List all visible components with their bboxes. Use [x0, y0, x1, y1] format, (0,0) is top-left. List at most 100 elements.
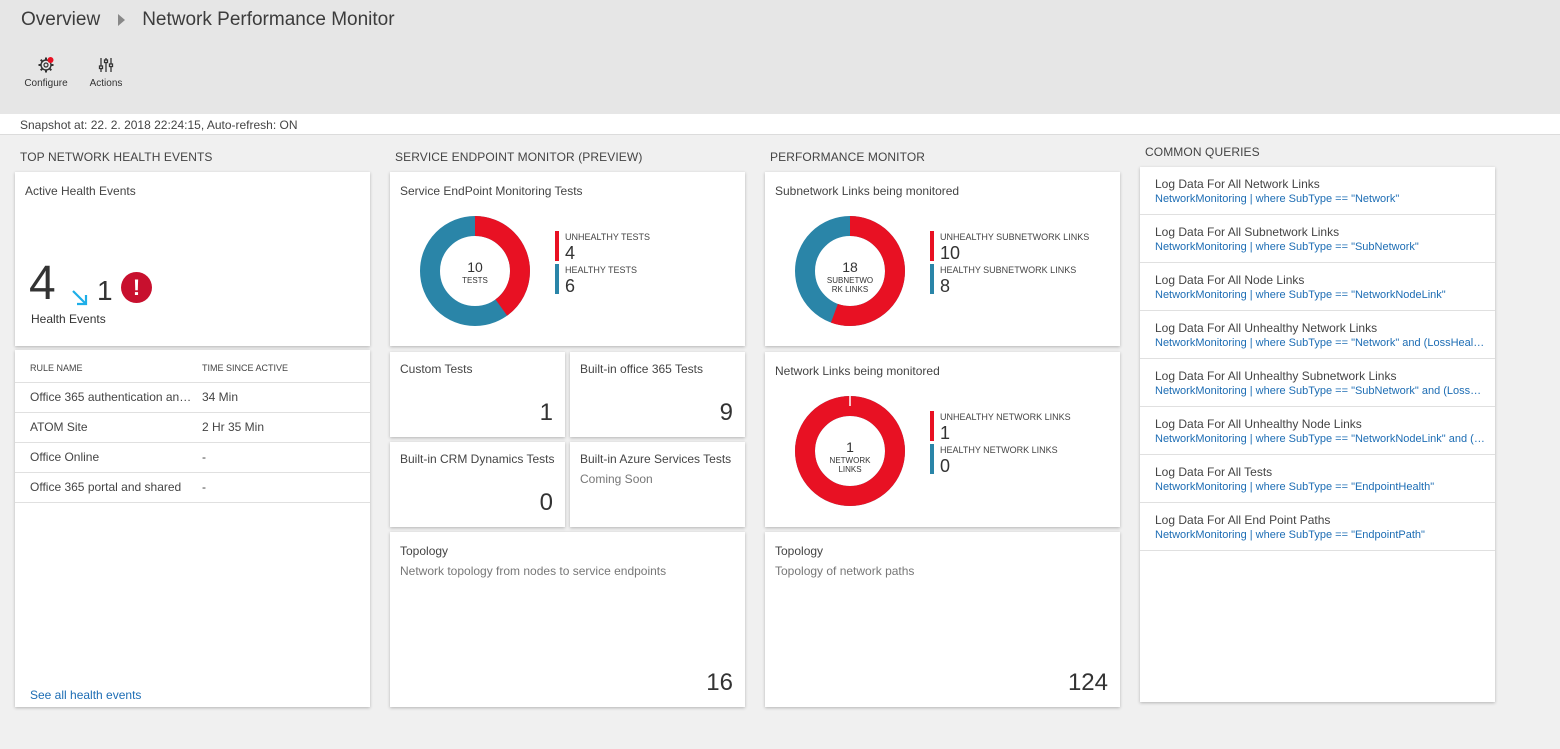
unhealthy-label: UNHEALTHY NETWORK LINKS	[940, 412, 1071, 422]
query-title: Log Data For All Node Links	[1155, 273, 1305, 287]
subnet-links-card[interactable]: Subnetwork Links being monitored 18 SUBN…	[765, 172, 1120, 346]
perf-section-title: PERFORMANCE MONITOR	[770, 150, 926, 164]
donut-label: NETWORK	[830, 456, 872, 465]
azure-tests-status: Coming Soon	[580, 472, 653, 486]
healthy-value: 8	[940, 276, 951, 296]
sem-section-title: SERVICE ENDPOINT MONITOR (PREVIEW)	[395, 150, 643, 164]
donut-label: RK LINKS	[832, 285, 868, 294]
healthy-value: 0	[940, 456, 951, 476]
network-links-donut: 1 NETWORK LINKS	[795, 396, 905, 506]
sem-tests-title: Service EndPoint Monitoring Tests	[400, 184, 583, 198]
health-events-count: 4	[29, 257, 56, 310]
query-text: NetworkMonitoring | where SubType == "En…	[1155, 481, 1435, 493]
sem-tests-donut: 10 TESTS	[420, 216, 530, 326]
query-title: Log Data For All Tests	[1155, 465, 1273, 479]
healthy-swatch	[930, 264, 934, 294]
actions-button[interactable]: Actions	[76, 56, 136, 89]
new-health-events-count: 1	[97, 275, 113, 306]
unhealthy-label: UNHEALTHY TESTS	[565, 232, 651, 242]
rule-name: Office 365 authentication and identity	[30, 390, 195, 405]
time-since-active: -	[202, 442, 370, 473]
arrow-down-right-icon	[72, 290, 88, 306]
donut-total: 10	[467, 259, 483, 275]
active-health-events-title: Active Health Events	[25, 184, 136, 198]
donut-unhealthy-segment	[420, 216, 530, 326]
query-item[interactable]: Log Data For All End Point Paths NetworkM…	[1140, 503, 1495, 551]
col-rule-name: RULE NAME	[15, 350, 202, 383]
healthy-label: HEALTHY TESTS	[565, 265, 638, 275]
unhealthy-swatch	[930, 411, 934, 441]
query-title: Log Data For All Unhealthy Node Links	[1155, 417, 1362, 431]
query-item[interactable]: Log Data For All Subnetwork Links Network…	[1140, 215, 1495, 263]
snapshot-status: Snapshot at: 22. 2. 2018 22:24:15, Auto-…	[0, 114, 1560, 135]
healthy-label: HEALTHY SUBNETWORK LINKS	[940, 265, 1077, 275]
rule-name: ATOM Site	[30, 420, 88, 435]
query-text: NetworkMonitoring | where SubType == "En…	[1155, 529, 1425, 541]
query-item[interactable]: Log Data For All Tests NetworkMonitoring …	[1140, 455, 1495, 503]
healthy-swatch	[930, 444, 934, 474]
unhealthy-value: 4	[565, 243, 576, 263]
see-all-health-events-link[interactable]: See all health events	[30, 688, 142, 702]
page-title: Network Performance Monitor	[142, 9, 395, 30]
configure-label: Configure	[24, 78, 68, 89]
sem-topology-value: 16	[706, 669, 733, 696]
breadcrumb-overview[interactable]: Overview	[21, 9, 101, 30]
donut-label: TESTS	[462, 276, 488, 285]
query-item[interactable]: Log Data For All Network Links NetworkMon…	[1140, 167, 1495, 215]
unhealthy-swatch	[555, 231, 559, 261]
query-text: NetworkMonitoring | where SubType == "Su…	[1155, 385, 1485, 397]
query-item[interactable]: Log Data For All Unhealthy Subnetwork Li…	[1140, 359, 1495, 407]
time-since-active: 34 Min	[202, 382, 370, 413]
table-row[interactable]: ATOM Site 2 Hr 35 Min	[15, 412, 370, 443]
o365-tests-title: Built-in office 365 Tests	[580, 362, 703, 376]
healthy-value: 6	[565, 276, 576, 296]
unhealthy-label: UNHEALTHY SUBNETWORK LINKS	[940, 232, 1090, 242]
health-events-table: RULE NAME TIME SINCE ACTIVE Office 365 a…	[15, 350, 370, 503]
alert-icon: !	[121, 272, 152, 303]
health-section-title: TOP NETWORK HEALTH EVENTS	[20, 150, 213, 164]
time-since-active: 2 Hr 35 Min	[202, 412, 370, 443]
sem-tests-card[interactable]: Service EndPoint Monitoring Tests 10 TES…	[390, 172, 745, 346]
donut-total: 18	[842, 259, 858, 275]
active-health-events-card[interactable]: Active Health Events 4 1 ! Health Events	[15, 172, 370, 346]
crm-tests-tile[interactable]: Built-in CRM Dynamics Tests 0	[390, 442, 565, 527]
azure-tests-title: Built-in Azure Services Tests	[580, 452, 732, 466]
table-row[interactable]: Office Online -	[15, 442, 370, 473]
gear-icon	[38, 57, 54, 73]
perf-topology-card[interactable]: Topology Topology of network paths 124	[765, 532, 1120, 707]
page-header: Overview Network Performance Monitor Con…	[0, 0, 1560, 114]
unhealthy-value: 1	[940, 423, 951, 443]
healthy-swatch	[555, 264, 559, 294]
queries-section-title: COMMON QUERIES	[1145, 145, 1260, 159]
configure-button[interactable]: Configure	[16, 56, 76, 89]
health-events-table-card: RULE NAME TIME SINCE ACTIVE Office 365 a…	[15, 350, 370, 707]
time-since-active: -	[202, 472, 370, 503]
query-title: Log Data For All End Point Paths	[1155, 513, 1331, 527]
network-links-card[interactable]: Network Links being monitored 1 NETWORK …	[765, 352, 1120, 527]
query-item[interactable]: Log Data For All Unhealthy Node Links Net…	[1140, 407, 1495, 455]
table-row[interactable]: Office 365 authentication and identity 34…	[15, 382, 370, 413]
sem-topology-card[interactable]: Topology Network topology from nodes to …	[390, 532, 745, 707]
query-item[interactable]: Log Data For All Node Links NetworkMonito…	[1140, 263, 1495, 311]
rule-name: Office 365 portal and shared	[30, 480, 182, 495]
azure-tests-tile[interactable]: Built-in Azure Services Tests Coming Soo…	[570, 442, 745, 527]
o365-tests-tile[interactable]: Built-in office 365 Tests 9	[570, 352, 745, 437]
donut-unhealthy-segment	[795, 216, 905, 326]
query-title: Log Data For All Network Links	[1155, 177, 1320, 191]
breadcrumb: Overview Network Performance Monitor	[21, 9, 395, 31]
donut-label: LINKS	[838, 465, 861, 474]
query-text: NetworkMonitoring | where SubType == "Ne…	[1155, 289, 1446, 301]
sliders-icon	[98, 58, 114, 72]
health-events-label: Health Events	[31, 312, 106, 326]
custom-tests-tile[interactable]: Custom Tests 1	[390, 352, 565, 437]
query-title: Log Data For All Unhealthy Subnetwork Li…	[1155, 369, 1397, 383]
subnet-links-donut: 18 SUBNETWO RK LINKS	[795, 216, 905, 326]
query-item[interactable]: Log Data For All Unhealthy Network Links…	[1140, 311, 1495, 359]
query-text: NetworkMonitoring | where SubType == "Ne…	[1155, 337, 1485, 349]
query-text: NetworkMonitoring | where SubType == "Ne…	[1155, 433, 1485, 445]
network-links-title: Network Links being monitored	[775, 364, 940, 378]
healthy-label: HEALTHY NETWORK LINKS	[940, 445, 1058, 455]
table-row[interactable]: Office 365 portal and shared -	[15, 472, 370, 503]
donut-total: 1	[846, 439, 854, 455]
custom-tests-value: 1	[539, 399, 553, 426]
